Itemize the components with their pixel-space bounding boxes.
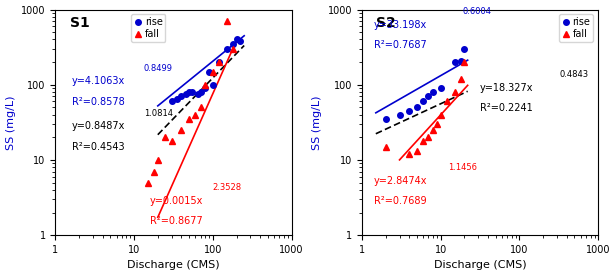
Text: y=33.198x: y=33.198x xyxy=(374,20,427,30)
rise xyxy=(437,87,444,90)
fall xyxy=(451,91,458,94)
fall xyxy=(437,113,444,116)
fall xyxy=(434,123,441,126)
rise xyxy=(188,91,196,94)
Text: S2: S2 xyxy=(376,16,396,30)
fall xyxy=(197,106,205,109)
Legend: rise, fall: rise, fall xyxy=(131,14,166,42)
rise xyxy=(457,59,464,62)
Text: 0.4843: 0.4843 xyxy=(559,70,588,79)
Text: R²=0.7687: R²=0.7687 xyxy=(374,40,426,50)
rise xyxy=(396,113,403,116)
fall xyxy=(444,100,451,103)
Text: R²=0.8677: R²=0.8677 xyxy=(150,216,203,226)
rise xyxy=(229,42,237,46)
rise xyxy=(236,39,243,43)
fall xyxy=(457,77,464,81)
rise xyxy=(223,47,230,51)
rise xyxy=(201,87,209,90)
fall xyxy=(382,145,389,148)
Y-axis label: SS (mg/L): SS (mg/L) xyxy=(312,95,322,150)
fall xyxy=(154,158,161,162)
fall xyxy=(162,136,169,139)
fall xyxy=(425,136,432,139)
rise xyxy=(206,70,213,73)
rise xyxy=(429,91,437,94)
Line: rise: rise xyxy=(383,46,467,122)
rise xyxy=(461,47,468,51)
rise xyxy=(413,106,421,109)
Text: 0.8499: 0.8499 xyxy=(144,64,173,73)
fall xyxy=(178,128,185,132)
Line: fall: fall xyxy=(145,18,236,185)
rise xyxy=(173,97,180,100)
fall xyxy=(413,150,421,153)
fall xyxy=(419,139,427,142)
X-axis label: Discharge (CMS): Discharge (CMS) xyxy=(434,261,527,270)
X-axis label: Discharge (CMS): Discharge (CMS) xyxy=(127,261,220,270)
Text: y=0.8487x: y=0.8487x xyxy=(72,121,125,131)
fall xyxy=(168,139,176,142)
Text: R²=0.4543: R²=0.4543 xyxy=(72,142,124,152)
Text: R²=0.7689: R²=0.7689 xyxy=(374,196,426,206)
Text: R²=0.2241: R²=0.2241 xyxy=(480,103,533,113)
Text: 0.6004: 0.6004 xyxy=(463,7,492,16)
rise xyxy=(178,95,185,98)
rise xyxy=(382,117,389,121)
rise xyxy=(419,100,427,103)
fall xyxy=(209,70,217,73)
fall xyxy=(144,181,152,184)
Text: 1.0814: 1.0814 xyxy=(144,109,173,118)
rise xyxy=(216,60,223,64)
fall xyxy=(429,128,437,132)
rise xyxy=(195,92,202,96)
rise xyxy=(182,92,189,96)
fall xyxy=(229,47,237,51)
fall xyxy=(461,60,468,64)
rise xyxy=(451,60,458,64)
fall xyxy=(223,20,230,23)
Line: fall: fall xyxy=(383,59,467,157)
rise xyxy=(209,83,217,86)
Text: y=18.327x: y=18.327x xyxy=(480,83,533,93)
fall xyxy=(406,152,413,156)
Legend: rise, fall: rise, fall xyxy=(559,14,593,42)
Text: y=4.1063x: y=4.1063x xyxy=(72,76,125,86)
fall xyxy=(185,117,193,121)
rise xyxy=(425,95,432,98)
rise xyxy=(168,100,176,103)
rise xyxy=(197,91,205,94)
Y-axis label: SS (mg/L): SS (mg/L) xyxy=(6,95,15,150)
Text: 2.3528: 2.3528 xyxy=(213,183,241,192)
Text: S1: S1 xyxy=(70,16,89,30)
Text: y=2.8474x: y=2.8474x xyxy=(374,176,428,185)
fall xyxy=(150,170,158,173)
fall xyxy=(201,83,209,86)
fall xyxy=(192,113,199,116)
Text: R²=0.8578: R²=0.8578 xyxy=(72,97,124,107)
fall xyxy=(216,60,223,64)
Text: y=0.0015x: y=0.0015x xyxy=(150,196,203,206)
Text: 1.1456: 1.1456 xyxy=(448,163,477,172)
rise xyxy=(185,91,193,94)
rise xyxy=(406,109,413,113)
Line: rise: rise xyxy=(169,37,243,104)
rise xyxy=(233,38,240,41)
